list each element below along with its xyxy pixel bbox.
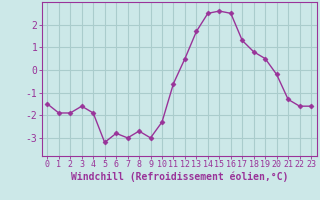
X-axis label: Windchill (Refroidissement éolien,°C): Windchill (Refroidissement éolien,°C) bbox=[70, 172, 288, 182]
